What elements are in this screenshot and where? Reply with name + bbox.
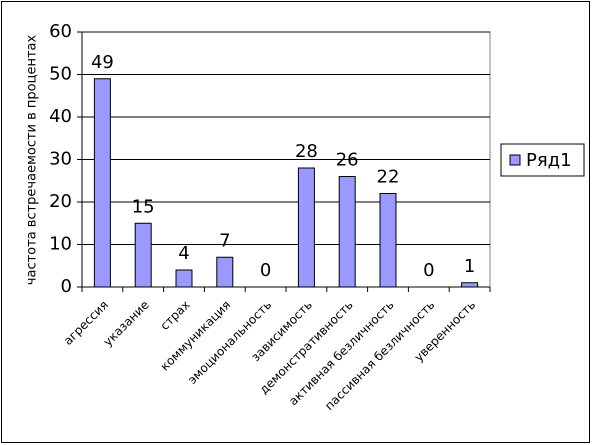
data-label: 1 xyxy=(464,256,475,277)
legend-label: Ряд1 xyxy=(526,150,572,171)
data-label: 4 xyxy=(178,243,189,264)
bar xyxy=(338,176,356,288)
bar xyxy=(175,269,193,288)
y-tick-label: 0 xyxy=(61,276,72,297)
y-tick-label: 20 xyxy=(49,191,72,212)
y-tick-label: 50 xyxy=(49,64,72,85)
data-label: 15 xyxy=(132,196,155,217)
bar xyxy=(93,78,111,288)
y-tick-label: 30 xyxy=(49,149,72,170)
bar xyxy=(134,222,152,288)
data-label: 7 xyxy=(219,230,230,251)
y-tick-label: 10 xyxy=(49,234,72,255)
bar xyxy=(216,256,234,288)
data-label: 0 xyxy=(260,260,271,281)
bar xyxy=(379,193,397,288)
y-axis-label: частота встречаемости в процентах xyxy=(25,34,40,285)
bar xyxy=(461,282,479,288)
data-label: 26 xyxy=(336,150,359,171)
data-label: 0 xyxy=(423,260,434,281)
legend-swatch xyxy=(509,154,521,166)
y-tick-label: 60 xyxy=(49,21,72,42)
data-label: 22 xyxy=(377,167,400,188)
data-label: 49 xyxy=(91,52,114,73)
data-label: 28 xyxy=(295,141,318,162)
bar xyxy=(297,167,315,288)
y-tick-label: 40 xyxy=(49,106,72,127)
